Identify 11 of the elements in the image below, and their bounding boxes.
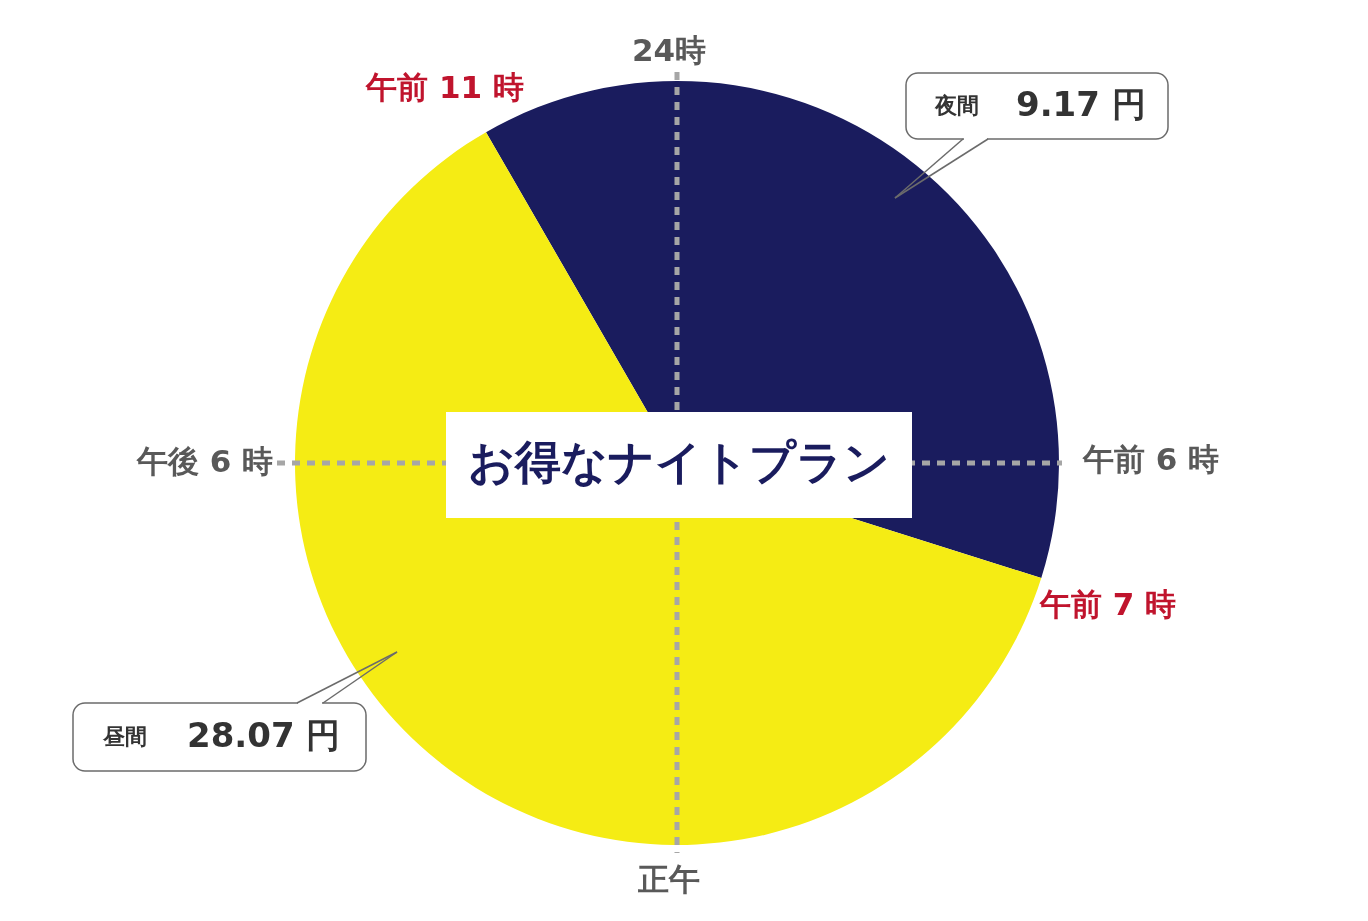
text: お得なナイトプラン [468,435,890,489]
text: 28.07 円 [187,715,341,755]
slice-label: 昼間 [102,724,147,749]
text: 午後 6 時 [135,443,273,479]
text: 午前 11 時 [365,69,524,105]
text: 正午 [637,861,700,897]
text: 24時 [631,32,707,68]
text: 午前 6 時 [1082,441,1220,477]
text: 9.17 円 [1016,84,1146,124]
text: 午前 7 時 [1039,586,1177,622]
slice-label: 夜間 [934,93,979,118]
